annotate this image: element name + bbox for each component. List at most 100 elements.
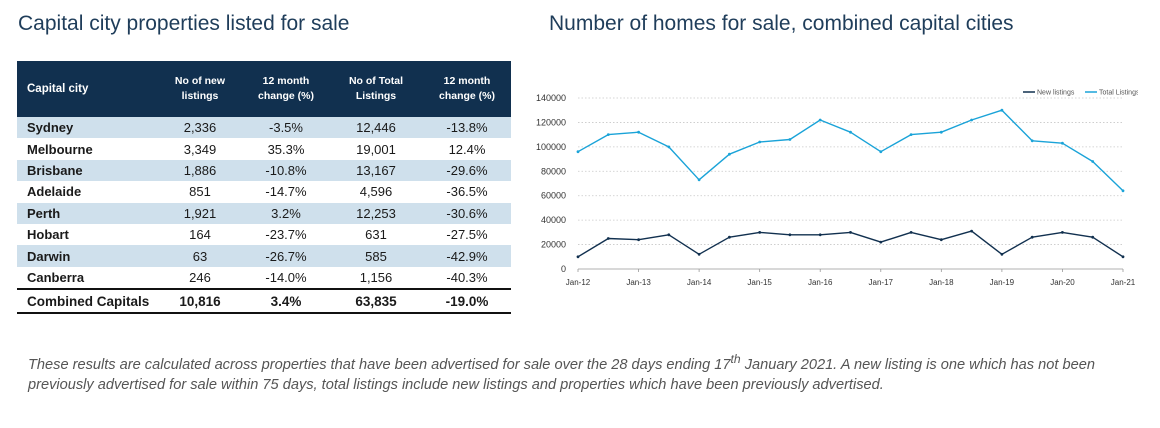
value-cell: 3.2% — [243, 202, 329, 224]
data-point — [879, 150, 883, 154]
value-cell: 12,446 — [329, 117, 423, 139]
data-point — [849, 130, 852, 134]
data-point — [939, 238, 943, 242]
x-tick-label: Jan-13 — [626, 278, 651, 287]
data-point — [667, 145, 671, 149]
data-point — [667, 233, 671, 237]
value-cell: 4,596 — [359, 184, 393, 200]
y-tick-label: 140000 — [536, 93, 566, 103]
value-cell: -42.9% — [423, 245, 511, 267]
value-cell: -40.3% — [446, 269, 488, 285]
city-cell: Adelaide — [27, 184, 82, 200]
data-point — [576, 150, 580, 154]
footnote-text-start: These results are calculated across prop… — [28, 356, 731, 373]
value-cell: 1,921 — [157, 202, 243, 224]
value-cell: 246 — [189, 269, 211, 285]
header-new-listings: No of new listings — [157, 61, 243, 117]
total-label-cell: Combined Capitals — [17, 288, 157, 315]
data-point — [1030, 139, 1034, 143]
homes-for-sale-chart: 020000400006000080000100000120000140000 … — [536, 90, 1138, 288]
table-title: Capital city properties listed for sale — [18, 12, 350, 35]
value-cell: -14.7% — [265, 184, 307, 200]
value-cell: 851 — [189, 184, 211, 200]
data-point — [788, 233, 792, 237]
value-cell: 63 — [157, 245, 243, 267]
value-cell: 3,349 — [183, 141, 217, 157]
table-row: Brisbane 1,886 -10.8% 13,167 -29.6% — [17, 159, 511, 182]
legend-label: Total Listings — [1099, 90, 1138, 97]
data-point — [758, 231, 762, 234]
y-tick-label: 100000 — [536, 142, 566, 152]
value-cell: -13.8% — [423, 117, 511, 139]
header-new-change: 12 month change (%) — [243, 61, 329, 117]
x-tick-label: Jan-18 — [929, 278, 954, 287]
data-point — [728, 152, 731, 156]
data-point — [1061, 231, 1064, 234]
data-point — [909, 133, 913, 136]
value-cell: 1,886 — [157, 159, 243, 182]
total-value-cell: -19.0% — [423, 288, 511, 315]
data-point — [1091, 160, 1095, 163]
value-cell: 2,336 — [157, 117, 243, 139]
value-cell: 19,001 — [356, 141, 396, 157]
footnote-text-end: January 2021. A new listing is one which… — [28, 356, 1095, 393]
value-cell: 164 — [189, 227, 211, 243]
value-cell: -30.6% — [423, 202, 511, 224]
header-total-listings: No of Total Listings — [329, 61, 423, 117]
footnote-superscript: th — [730, 352, 741, 366]
data-point — [728, 235, 731, 239]
x-tick-label: Jan-20 — [1050, 278, 1075, 287]
value-cell: 12,253 — [329, 202, 423, 224]
data-point — [697, 252, 701, 256]
data-point — [1121, 255, 1125, 259]
x-tick-label: Jan-12 — [566, 278, 591, 287]
value-cell: -36.5% — [446, 184, 488, 200]
city-cell: Brisbane — [17, 159, 157, 182]
footnote: These results are calculated across prop… — [28, 349, 1118, 395]
legend-label: New listings — [1037, 90, 1075, 97]
series-line-0 — [577, 230, 1124, 258]
chart-grid — [578, 97, 1123, 270]
y-tick-label: 120000 — [536, 117, 566, 127]
total-value-cell: 3.4% — [243, 288, 329, 315]
table-row: Adelaide 851 -14.7% 4,596 -36.5% — [17, 181, 511, 202]
value-cell: -3.5% — [243, 117, 329, 139]
x-axis-ticks: Jan-12 Jan-13 Jan-14 Jan-15 Jan-16 Jan-17 Jan-… — [566, 269, 1136, 287]
city-cell: Darwin — [17, 245, 157, 267]
y-tick-label: 60000 — [541, 191, 566, 201]
table-header-row: Capital city No of new listings 12 month… — [17, 61, 511, 117]
y-tick-label: 20000 — [541, 240, 566, 250]
data-point — [637, 130, 640, 134]
value-cell: 12.4% — [448, 141, 486, 157]
x-tick-label: Jan-15 — [747, 278, 772, 287]
data-point — [818, 118, 822, 122]
y-tick-label: 80000 — [541, 166, 566, 176]
table-row: Sydney 2,336 -3.5% 12,446 -13.8% — [17, 117, 511, 139]
header-capital-city: Capital city — [17, 61, 157, 117]
value-cell: -29.6% — [423, 159, 511, 182]
data-point — [788, 138, 792, 141]
city-cell: Canberra — [27, 269, 85, 285]
x-tick-label: Jan-17 — [869, 278, 894, 287]
data-point — [1121, 189, 1125, 193]
data-point — [697, 178, 701, 182]
total-row: Combined Capitals 10,816 3.4% 63,835 -19… — [17, 288, 511, 315]
data-point — [1000, 252, 1004, 256]
header-total-change: 12 month change (%) — [423, 61, 511, 117]
value-cell: -23.7% — [265, 227, 307, 243]
city-cell: Hobart — [27, 227, 69, 243]
value-cell: 13,167 — [329, 159, 423, 182]
value-cell: -26.7% — [243, 245, 329, 267]
listings-table: Capital city No of new listings 12 month… — [17, 61, 511, 315]
chart-legend: New listings Total Listings — [1023, 90, 1138, 97]
data-point — [758, 140, 762, 144]
data-point — [818, 233, 822, 237]
data-point — [606, 237, 610, 240]
y-tick-label: 40000 — [541, 215, 566, 225]
x-tick-label: Jan-21 — [1111, 278, 1136, 287]
data-point — [576, 255, 580, 259]
city-cell: Sydney — [17, 117, 157, 139]
data-point — [939, 130, 943, 134]
value-cell: 1,156 — [359, 269, 393, 285]
chart-series — [576, 108, 1125, 259]
